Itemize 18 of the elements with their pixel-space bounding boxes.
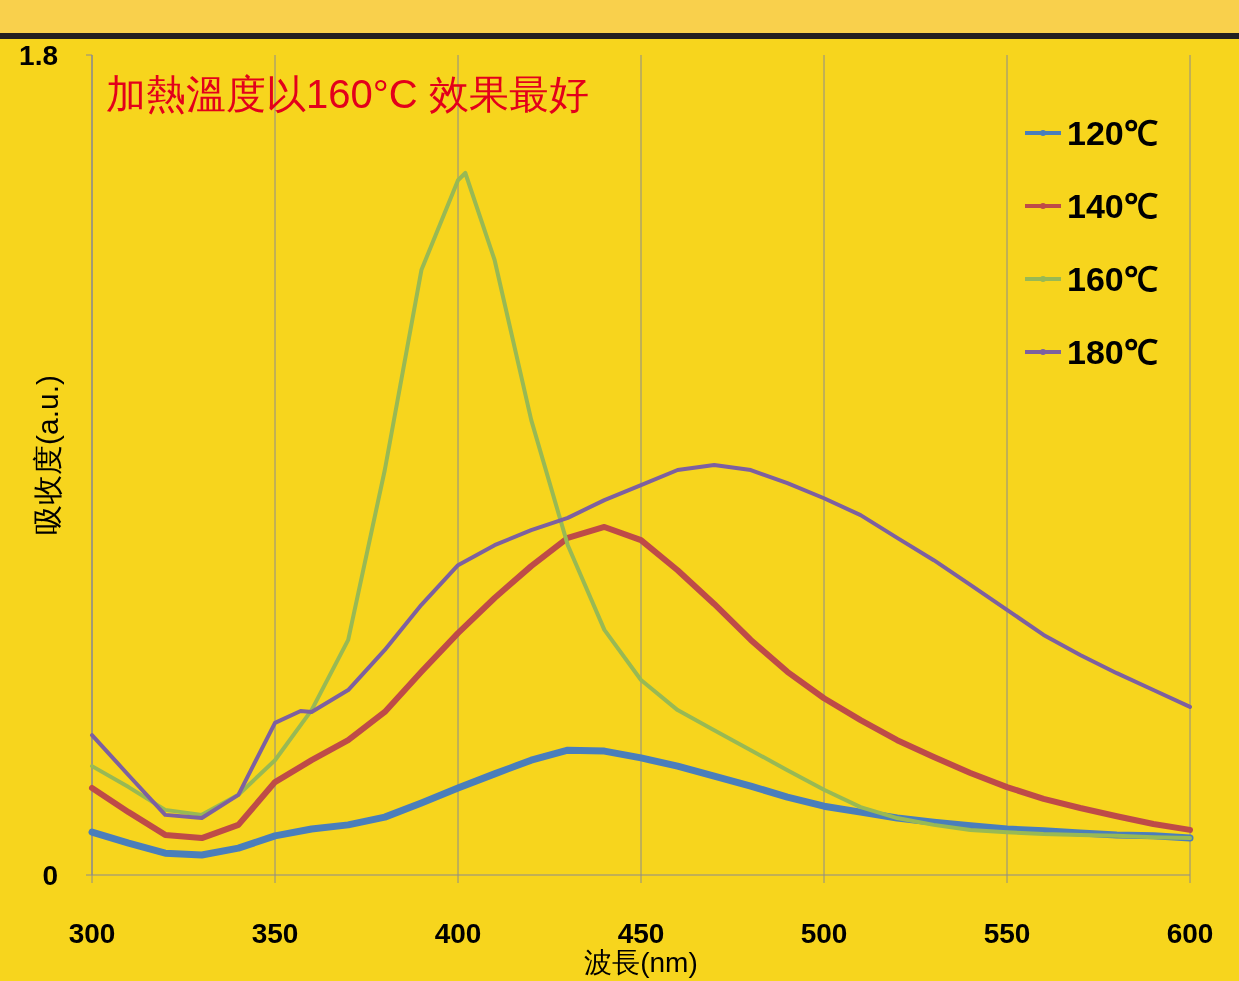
line-series — [90, 170, 1192, 841]
y-tick-label: 1.8 — [19, 40, 58, 71]
x-tick-label: 400 — [434, 918, 482, 949]
legend-label: 120℃ — [1067, 114, 1158, 152]
x-tick-label: 300 — [68, 918, 116, 949]
annotation: 加熱溫度以160°C 效果最好 — [106, 72, 589, 116]
x-tick-label: 550 — [983, 918, 1031, 949]
x-axis-title: 波長(nm) — [584, 947, 698, 978]
x-tick-label: 450 — [617, 918, 665, 949]
legend-label: 160℃ — [1067, 260, 1158, 298]
y-tick-label: 0 — [42, 860, 58, 891]
x-tick-label: 350 — [251, 918, 299, 949]
x-tick-label: 600 — [1166, 918, 1214, 949]
x-tick-label: 500 — [800, 918, 848, 949]
line-series — [90, 463, 1192, 821]
legend-label: 180℃ — [1067, 333, 1158, 371]
y-axis-title: 吸收度(a.u.) — [31, 374, 64, 536]
legend-label: 140℃ — [1067, 187, 1158, 225]
